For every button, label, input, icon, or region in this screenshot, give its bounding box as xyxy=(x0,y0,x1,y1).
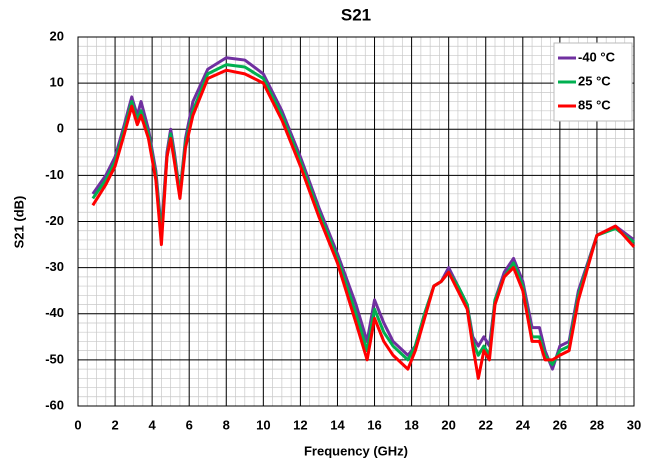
y-tick-label: 0 xyxy=(57,121,64,136)
legend-label: 25 °C xyxy=(578,73,611,88)
x-tick-label: 8 xyxy=(223,417,230,432)
y-axis-label: S21 (dB) xyxy=(11,196,26,249)
x-tick-label: 22 xyxy=(478,417,492,432)
x-tick-label: 28 xyxy=(590,417,604,432)
x-tick-label: 2 xyxy=(111,417,118,432)
series-line xyxy=(91,56,635,371)
y-tick-label: 10 xyxy=(50,75,64,90)
y-tick-label: -50 xyxy=(45,351,64,366)
plot-frame xyxy=(77,36,635,407)
y-tick-label: -60 xyxy=(45,397,64,412)
y-tick-label: -20 xyxy=(45,213,64,228)
x-tick-label: 30 xyxy=(627,417,641,432)
y-tick-label: -30 xyxy=(45,259,64,274)
y-tick-label: -10 xyxy=(45,167,64,182)
x-tick-label: 20 xyxy=(441,417,455,432)
legend-label: -40 °C xyxy=(578,49,616,64)
x-tick-label: 4 xyxy=(149,417,157,432)
x-axis-label: Frequency (GHz) xyxy=(304,443,408,458)
legend-label: 85 °C xyxy=(578,97,611,112)
y-tick-label: -40 xyxy=(45,305,64,320)
series-line xyxy=(91,68,636,380)
x-tick-label: 24 xyxy=(516,417,531,432)
y-tick-label: 20 xyxy=(50,28,64,43)
x-tick-label: 12 xyxy=(293,417,307,432)
x-tick-label: 10 xyxy=(256,417,270,432)
x-tick-label: 6 xyxy=(186,417,193,432)
x-tick-label: 18 xyxy=(404,417,418,432)
x-tick-label: 16 xyxy=(367,417,381,432)
x-tick-label: 14 xyxy=(330,417,345,432)
chart-title: S21 xyxy=(341,5,371,24)
series-line xyxy=(91,63,635,366)
x-tick-label: 0 xyxy=(74,417,81,432)
x-tick-label: 26 xyxy=(553,417,567,432)
